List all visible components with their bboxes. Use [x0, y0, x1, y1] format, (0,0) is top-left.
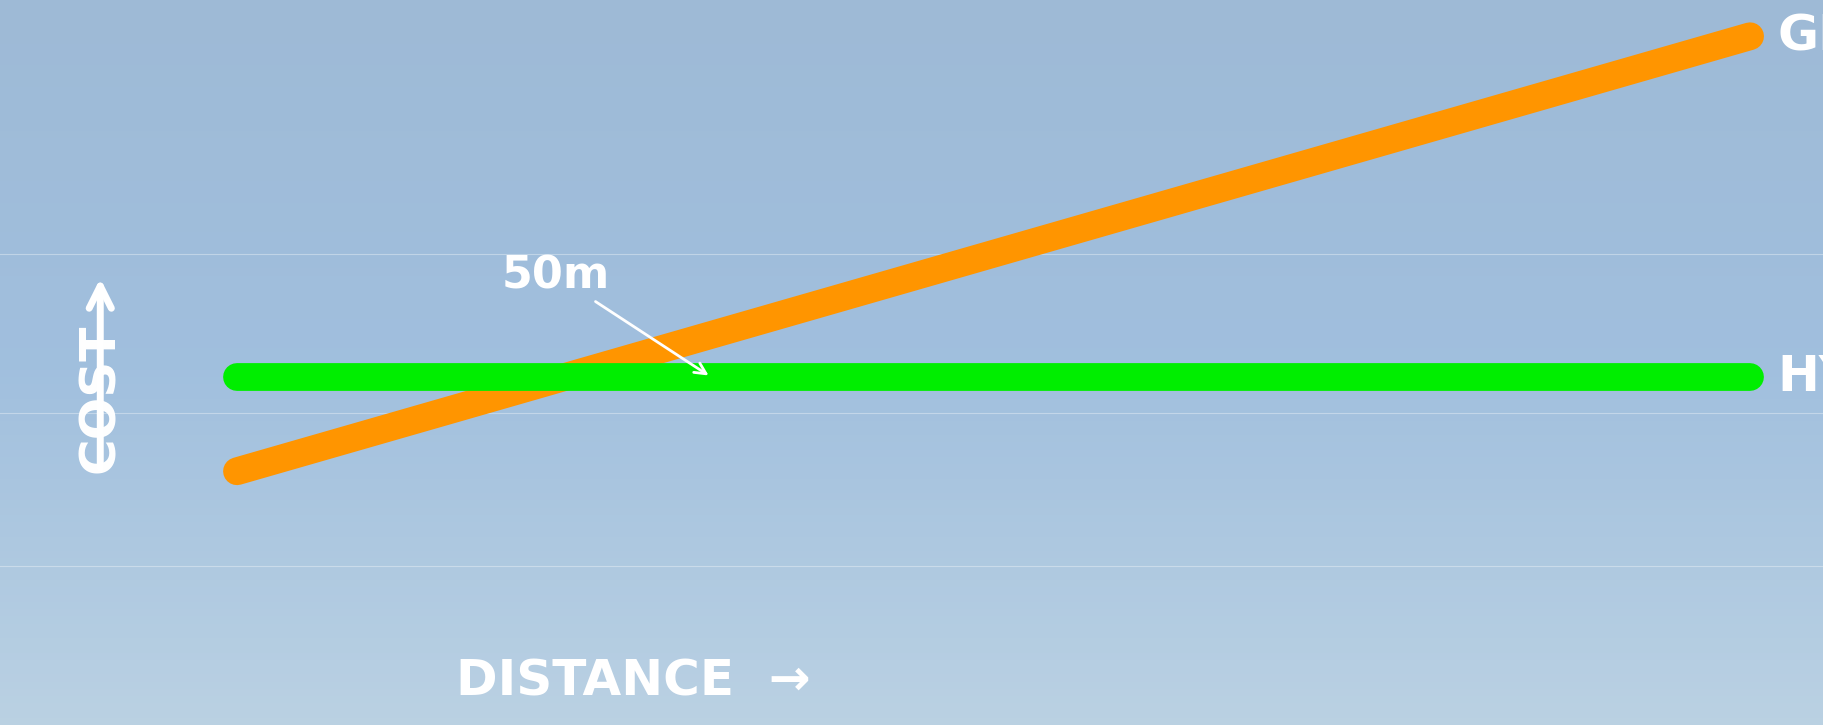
- Text: HYBRID: HYBRID: [1777, 353, 1823, 401]
- Text: COST: COST: [77, 324, 124, 473]
- Text: 50m: 50m: [501, 254, 706, 374]
- Text: DISTANCE  →: DISTANCE →: [456, 658, 811, 705]
- Text: GRID: GRID: [1777, 12, 1823, 60]
